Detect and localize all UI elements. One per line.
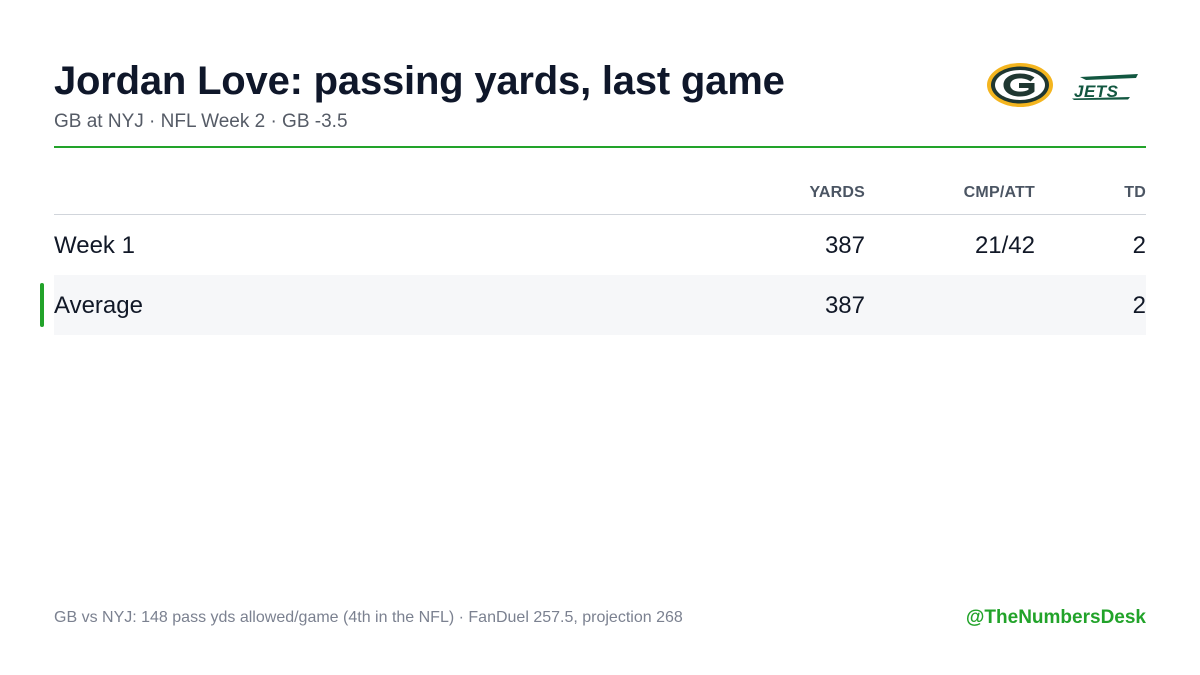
page-title: Jordan Love: passing yards, last game (54, 59, 785, 103)
header-divider (54, 146, 1146, 148)
footer: GB vs NYJ: 148 pass yds allowed/game (4t… (54, 607, 1146, 631)
average-td: 2 (1132, 292, 1146, 319)
column-header-cmp-att: CMP/ATT (963, 184, 1035, 201)
average-yards: 387 (824, 292, 865, 319)
account-handle[interactable]: @TheNumbersDesk (965, 607, 1146, 628)
column-header-yards: YARDS (809, 184, 865, 201)
average-marker (40, 283, 44, 327)
packers-logo-icon (987, 63, 1053, 107)
row-label: Week 1 (54, 232, 135, 259)
row-td: 2 (1132, 232, 1146, 259)
average-row: Average 387 2 (40, 275, 1146, 335)
team-logos: JETS (986, 62, 1146, 108)
stats-table: YARDS CMP/ATT TD Week 1 387 21/42 2 Aver… (40, 180, 1146, 335)
table-row: Week 1 387 21/42 2 (54, 215, 1146, 275)
table-header: YARDS CMP/ATT TD (54, 180, 1146, 215)
jets-wordmark: JETS (1074, 82, 1119, 100)
column-header-td: TD (1124, 184, 1146, 201)
jets-logo-icon: JETS (1072, 74, 1138, 100)
row-yards: 387 (824, 232, 865, 259)
average-label: Average (54, 292, 143, 319)
header: Jordan Love: passing yards, last game GB… (54, 58, 1146, 148)
page-subtitle: GB at NYJ · NFL Week 2 · GB -3.5 (54, 111, 348, 132)
row-cmp-att: 21/42 (974, 232, 1035, 259)
footer-note: GB vs NYJ: 148 pass yds allowed/game (4t… (54, 609, 683, 626)
